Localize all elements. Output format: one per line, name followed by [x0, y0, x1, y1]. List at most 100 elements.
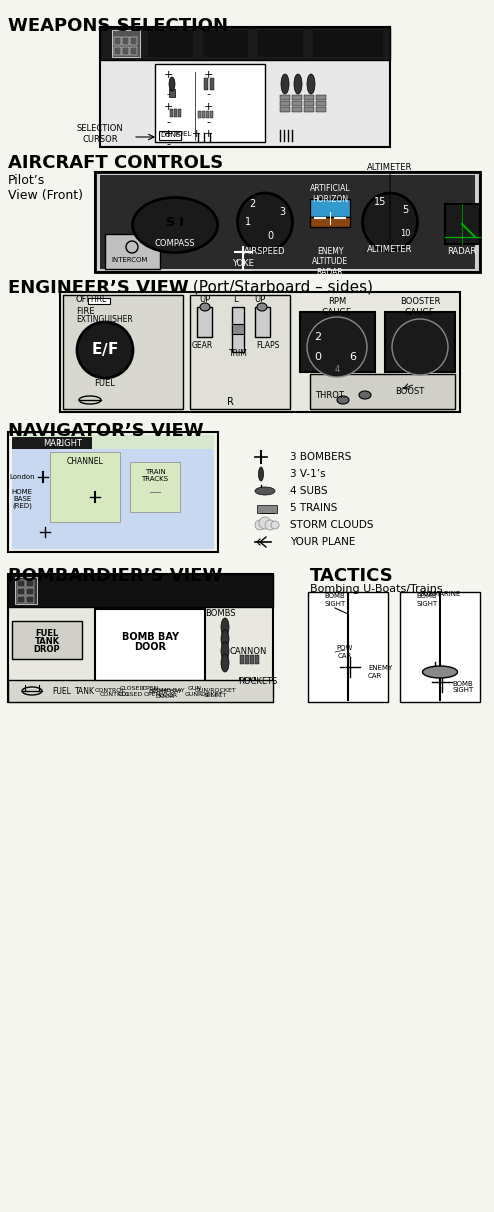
- Text: BOMB
SIGHT: BOMB SIGHT: [416, 594, 438, 606]
- Bar: [304, 95, 314, 101]
- Bar: [130, 462, 180, 511]
- Text: -: -: [166, 139, 170, 149]
- Circle shape: [271, 521, 279, 528]
- Bar: [245, 654, 249, 664]
- Text: FUEL: FUEL: [94, 379, 116, 389]
- Text: BOMBARDIER’S VIEW: BOMBARDIER’S VIEW: [8, 567, 222, 585]
- Text: TRIM: TRIM: [229, 349, 247, 359]
- Bar: [198, 112, 201, 118]
- Text: ENEMY
CAR: ENEMY CAR: [368, 665, 392, 679]
- Bar: [300, 311, 375, 372]
- Bar: [385, 311, 455, 372]
- Text: GEAR: GEAR: [191, 341, 212, 349]
- Ellipse shape: [422, 667, 457, 678]
- Text: CONTROL: CONTROL: [100, 692, 130, 697]
- Text: BOOSTER
GAUGE: BOOSTER GAUGE: [400, 297, 440, 316]
- Ellipse shape: [132, 198, 217, 252]
- Bar: [159, 131, 181, 141]
- Circle shape: [265, 520, 275, 530]
- Text: +: +: [164, 70, 173, 80]
- Bar: [232, 324, 244, 335]
- Text: TANK: TANK: [75, 686, 95, 696]
- Text: BOMB BAY: BOMB BAY: [122, 631, 178, 642]
- Text: +: +: [164, 102, 173, 112]
- Text: +: +: [204, 70, 213, 80]
- Bar: [120, 577, 175, 604]
- Text: -: -: [166, 88, 170, 99]
- Text: ROCKET: ROCKET: [197, 692, 223, 697]
- Bar: [210, 112, 213, 118]
- Text: TANK: TANK: [35, 638, 60, 646]
- Text: R: R: [227, 398, 234, 407]
- Ellipse shape: [169, 78, 175, 91]
- Ellipse shape: [281, 74, 289, 95]
- Bar: [232, 307, 244, 351]
- Bar: [100, 27, 390, 147]
- Ellipse shape: [257, 303, 267, 311]
- Ellipse shape: [359, 391, 371, 399]
- Bar: [255, 307, 270, 337]
- Ellipse shape: [294, 74, 302, 95]
- Text: 3 BOMBERS: 3 BOMBERS: [290, 452, 351, 462]
- Bar: [105, 234, 160, 269]
- Text: FIRE: FIRE: [90, 296, 107, 304]
- Bar: [310, 217, 350, 227]
- Bar: [310, 375, 455, 408]
- Text: 3: 3: [279, 207, 285, 217]
- Bar: [316, 107, 326, 112]
- Text: Bombing U-Boats/Trains: Bombing U-Boats/Trains: [310, 584, 443, 594]
- Bar: [8, 574, 273, 607]
- Text: DROP: DROP: [34, 646, 60, 654]
- Bar: [122, 47, 129, 55]
- Bar: [26, 596, 34, 604]
- Text: F: F: [108, 343, 118, 358]
- Text: FUEL: FUEL: [52, 686, 72, 696]
- Text: 3 V-1’s: 3 V-1’s: [290, 469, 326, 479]
- Text: CLOSED: CLOSED: [120, 686, 145, 691]
- Bar: [15, 577, 37, 604]
- Text: ALTIMETER: ALTIMETER: [368, 246, 412, 255]
- Bar: [258, 30, 303, 57]
- Text: BOMB BAY
DOOR: BOMB BAY DOOR: [149, 688, 181, 699]
- Bar: [114, 38, 121, 45]
- Bar: [190, 295, 290, 408]
- Text: -: -: [166, 118, 170, 127]
- Text: CONTROL: CONTROL: [95, 688, 125, 693]
- Text: UP: UP: [200, 296, 210, 304]
- Text: FUEL: FUEL: [36, 629, 59, 639]
- Text: COMPASS: COMPASS: [155, 240, 195, 248]
- Bar: [170, 109, 173, 118]
- Ellipse shape: [221, 630, 229, 648]
- Text: 0: 0: [315, 351, 322, 362]
- Bar: [12, 448, 214, 549]
- Bar: [280, 107, 290, 112]
- Text: WEAPONS SELECTION: WEAPONS SELECTION: [8, 17, 228, 35]
- Text: ROCKETS: ROCKETS: [238, 678, 278, 686]
- Bar: [114, 47, 121, 55]
- Bar: [257, 505, 277, 513]
- Text: RADAR: RADAR: [448, 247, 477, 257]
- Bar: [26, 581, 34, 587]
- Text: 5: 5: [402, 205, 408, 215]
- Ellipse shape: [238, 193, 292, 251]
- Text: CHANNEL: CHANNEL: [67, 457, 103, 465]
- Bar: [169, 88, 175, 97]
- Text: (RED): (RED): [12, 503, 32, 509]
- Text: OPEN: OPEN: [141, 686, 159, 691]
- Ellipse shape: [258, 467, 263, 481]
- Text: SUBMARINE: SUBMARINE: [419, 591, 461, 598]
- Text: +: +: [164, 128, 173, 139]
- Text: GUN: GUN: [188, 686, 202, 691]
- Bar: [63, 295, 183, 408]
- Text: OPEN: OPEN: [143, 692, 161, 697]
- Bar: [400, 591, 480, 702]
- Bar: [95, 172, 480, 271]
- Text: BOMBS: BOMBS: [205, 610, 235, 618]
- Text: BOMB
SIGHT: BOMB SIGHT: [452, 680, 473, 693]
- Bar: [122, 38, 129, 45]
- Circle shape: [392, 319, 448, 375]
- Text: +: +: [191, 128, 201, 139]
- Text: NAVIGATOR’S VIEW: NAVIGATOR’S VIEW: [8, 422, 204, 440]
- Bar: [50, 452, 120, 522]
- Text: TRACKS: TRACKS: [141, 476, 168, 482]
